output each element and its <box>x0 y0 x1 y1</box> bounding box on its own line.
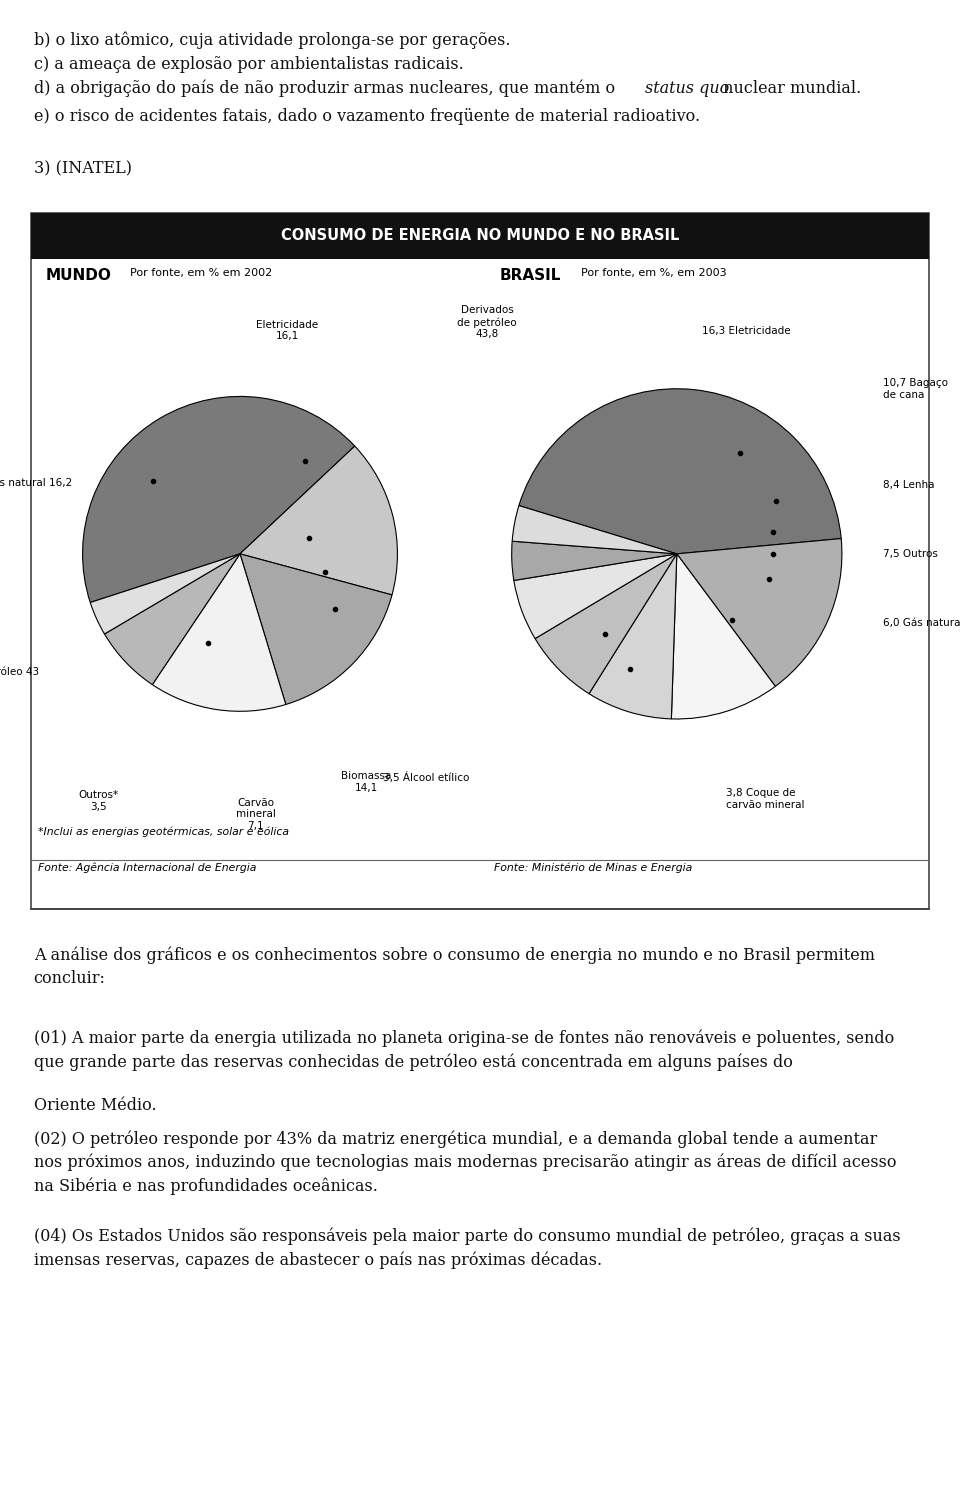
Wedge shape <box>240 553 392 705</box>
Text: Fonte: Ministério de Minas e Energia: Fonte: Ministério de Minas e Energia <box>494 863 693 873</box>
Wedge shape <box>512 541 677 580</box>
Text: b) o lixo atômico, cuja atividade prolonga-se por gerações.: b) o lixo atômico, cuja atividade prolon… <box>34 32 510 50</box>
FancyBboxPatch shape <box>31 213 929 909</box>
Text: Por fonte, em % em 2002: Por fonte, em % em 2002 <box>130 268 272 278</box>
Wedge shape <box>90 553 240 634</box>
Text: MUNDO: MUNDO <box>46 268 112 283</box>
Text: Outros*
3,5: Outros* 3,5 <box>79 791 118 812</box>
Wedge shape <box>519 389 841 553</box>
Text: Biomassa
14,1: Biomassa 14,1 <box>341 771 391 792</box>
Wedge shape <box>153 553 286 711</box>
Text: status quo: status quo <box>645 80 730 96</box>
Text: d) a obrigação do país de não produzir armas nucleares, que mantém o: d) a obrigação do país de não produzir a… <box>34 80 620 98</box>
Text: Derivados
de petróleo
43,8: Derivados de petróleo 43,8 <box>457 305 516 340</box>
Wedge shape <box>240 446 397 595</box>
Text: Carvão
mineral
7,1: Carvão mineral 7,1 <box>236 798 276 831</box>
Wedge shape <box>83 397 355 603</box>
Text: *Inclui as energias geotérmicas, solar e eólica: *Inclui as energias geotérmicas, solar e… <box>38 827 289 837</box>
Text: Por fonte, em %, em 2003: Por fonte, em %, em 2003 <box>581 268 727 278</box>
Text: 3) (INATEL): 3) (INATEL) <box>34 161 132 177</box>
Text: 3,5 Álcool etílico: 3,5 Álcool etílico <box>383 773 469 783</box>
Text: Petróleo 43: Petróleo 43 <box>0 667 39 676</box>
Text: nuclear mundial.: nuclear mundial. <box>718 80 861 96</box>
Text: A análise dos gráficos e os conhecimentos sobre o consumo de energia no mundo e : A análise dos gráficos e os conhecimento… <box>34 947 875 987</box>
Text: Eletricidade
16,1: Eletricidade 16,1 <box>256 320 319 341</box>
Text: Fonte: Agência Internacional de Energia: Fonte: Agência Internacional de Energia <box>38 863 256 873</box>
Text: (04) Os Estados Unidos são responsáveis pela maior parte do consumo mundial de p: (04) Os Estados Unidos são responsáveis … <box>34 1228 900 1269</box>
Wedge shape <box>513 505 677 553</box>
Text: 6,0 Gás natural: 6,0 Gás natural <box>883 618 960 628</box>
Wedge shape <box>671 553 776 718</box>
Wedge shape <box>514 553 677 639</box>
FancyBboxPatch shape <box>31 213 929 259</box>
Text: e) o risco de acidentes fatais, dado o vazamento freqüente de material radioativ: e) o risco de acidentes fatais, dado o v… <box>34 108 700 125</box>
Text: 10,7 Bagaço
de cana: 10,7 Bagaço de cana <box>883 377 948 400</box>
Wedge shape <box>677 538 842 687</box>
Text: 3,8 Coque de
carvão mineral: 3,8 Coque de carvão mineral <box>727 789 804 810</box>
Text: Gás natural 16,2: Gás natural 16,2 <box>0 478 72 488</box>
Text: 8,4 Lenha: 8,4 Lenha <box>883 479 935 490</box>
Text: c) a ameaça de explosão por ambientalistas radicais.: c) a ameaça de explosão por ambientalist… <box>34 56 464 72</box>
Wedge shape <box>535 553 677 694</box>
Wedge shape <box>105 553 240 685</box>
Wedge shape <box>589 553 677 718</box>
Text: Oriente Médio.: Oriente Médio. <box>34 1097 156 1114</box>
Text: 7,5 Outros: 7,5 Outros <box>883 549 938 559</box>
Text: 16,3 Eletricidade: 16,3 Eletricidade <box>702 326 790 335</box>
Text: BRASIL: BRASIL <box>499 268 561 283</box>
Text: (01) A maior parte da energia utilizada no planeta origina-se de fontes não reno: (01) A maior parte da energia utilizada … <box>34 1030 894 1070</box>
Text: CONSUMO DE ENERGIA NO MUNDO E NO BRASIL: CONSUMO DE ENERGIA NO MUNDO E NO BRASIL <box>281 228 679 243</box>
Text: (02) O petróleo responde por 43% da matriz energética mundial, e a demanda globa: (02) O petróleo responde por 43% da matr… <box>34 1130 896 1195</box>
